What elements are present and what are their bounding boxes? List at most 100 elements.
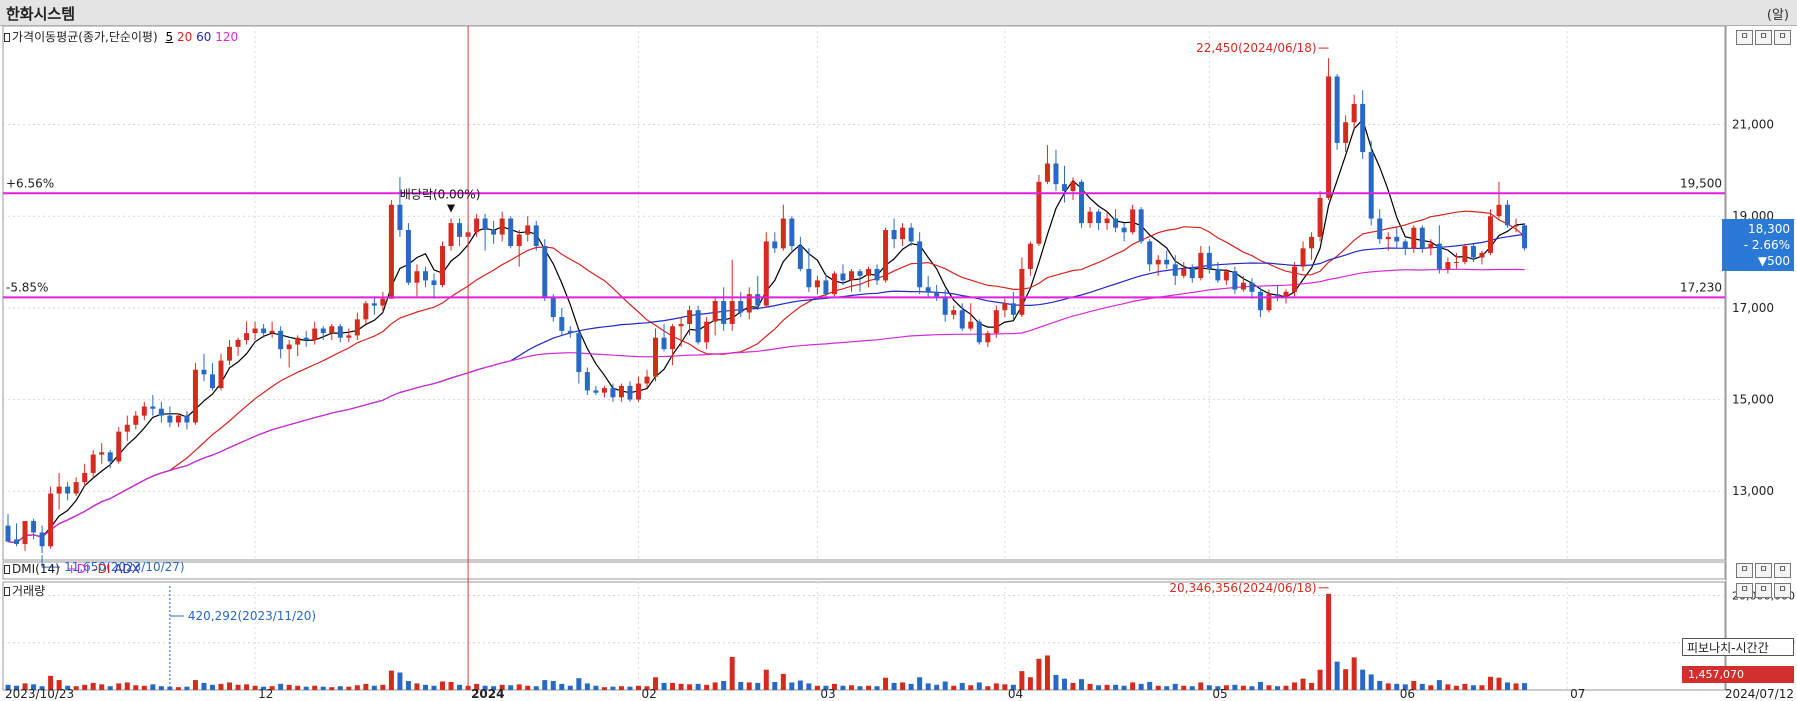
title-bar: 한화시스템 (알) [0, 0, 1797, 26]
volume-bar [48, 675, 54, 690]
candle-body [448, 223, 454, 247]
candle-body [312, 328, 318, 340]
candle-body [1215, 268, 1221, 281]
volume-bar [56, 680, 62, 690]
candle-body [610, 388, 616, 398]
maximize-panel-button[interactable]: ㅁ [1755, 563, 1772, 578]
volume-bar [116, 683, 122, 690]
candle-body [1309, 236, 1315, 249]
candle-body [755, 294, 761, 306]
chart-svg[interactable]: 21,00019,00017,00015,00013,00020,000,000… [0, 26, 1797, 701]
price-panel-frame [2, 26, 1726, 561]
volume-bar [917, 677, 923, 690]
candle-body [1044, 163, 1050, 182]
candle-body [525, 225, 531, 235]
volume-bar [1300, 678, 1306, 690]
volume-bar [209, 684, 215, 690]
candle-body [508, 218, 514, 247]
volume-bar [755, 682, 761, 690]
panel-icon [4, 565, 10, 574]
price-indicator-label: 가격이동평균(종가,단순이평) [12, 30, 158, 44]
volume-bar [337, 686, 343, 690]
volume-bar [107, 686, 113, 690]
candle-body [414, 271, 420, 283]
volume-bar [124, 682, 130, 690]
close-panel-button[interactable]: ㅁ [1774, 563, 1791, 578]
candle-body [90, 454, 96, 473]
candle-body [908, 227, 914, 242]
price-tick-label: 21,000 [1732, 118, 1774, 132]
volume-bar [141, 685, 147, 690]
volume-bar [235, 684, 241, 690]
fibonacci-time-tool[interactable]: 피보나치-시간간 [1682, 638, 1794, 656]
volume-bar [1394, 683, 1400, 690]
volume-bar [866, 685, 872, 690]
volume-bar [167, 686, 173, 690]
volume-bar [371, 685, 377, 690]
volume-bar [1334, 661, 1340, 690]
candle-body [380, 298, 386, 306]
volume-panel-header[interactable]: 거래량 [4, 582, 45, 599]
upper-level-label: 19,500 [1680, 176, 1722, 190]
candle-body [1462, 246, 1468, 263]
ma20-line [7, 210, 1525, 544]
candle-body [201, 369, 207, 375]
candle-body [235, 339, 241, 347]
volume-bar [1172, 683, 1178, 690]
candle-body [227, 346, 233, 361]
volume-bar [320, 686, 326, 690]
volume-bar [1487, 676, 1493, 690]
close-panel-button[interactable]: ㅁ [1774, 30, 1791, 45]
maximize-panel-button[interactable]: ㅁ [1755, 583, 1772, 598]
volume-bar [22, 683, 28, 690]
candle-body [840, 273, 846, 281]
candle-body [1334, 76, 1340, 143]
volume-bar [559, 683, 565, 690]
ma60-label: 60 [196, 30, 212, 44]
candle-body [1036, 181, 1042, 244]
volume-bar [831, 683, 837, 690]
volume-bar [618, 686, 624, 690]
price-panel-buttons: ㅁ ㅁ ㅁ [1736, 30, 1791, 45]
minimize-panel-button[interactable]: ㅁ [1736, 583, 1753, 598]
volume-bar [380, 684, 386, 690]
volume-bar [883, 677, 889, 690]
month-tick-label: 05 [1212, 687, 1227, 701]
candle-body [337, 326, 343, 338]
volume-bar [1257, 681, 1263, 690]
volume-bar [1274, 686, 1280, 690]
volume-bar [5, 684, 11, 690]
volume-bar [1343, 669, 1349, 690]
panel-icon [4, 33, 10, 42]
volume-bar [993, 683, 999, 690]
volume-bar [457, 684, 463, 690]
minimize-panel-button[interactable]: ㅁ [1736, 563, 1753, 578]
candle-body [567, 330, 573, 334]
price-panel-header[interactable]: 가격이동평균(종가,단순이평) 5 20 60 120 [4, 28, 238, 45]
price-tick-label: 13,000 [1732, 484, 1774, 498]
dmi-panel-header[interactable]: DMI(14) +DI -DI ADX [4, 562, 140, 576]
candle-body [295, 337, 301, 345]
volume-bar [687, 684, 693, 690]
volume-bar [1002, 684, 1008, 690]
maximize-panel-button[interactable]: ㅁ [1755, 30, 1772, 45]
candle-body [857, 271, 863, 276]
dividend-annotation: 배당락(0.00%) [400, 188, 481, 202]
candle-body [618, 385, 624, 398]
candle-body [900, 227, 906, 240]
candle-body [670, 326, 676, 350]
candle-body [1138, 209, 1144, 242]
candle-body [1411, 227, 1417, 249]
volume-bar [891, 682, 897, 690]
lower-level-label: 17,230 [1680, 280, 1722, 294]
close-panel-button[interactable]: ㅁ [1774, 583, 1791, 598]
candle-body [951, 310, 957, 315]
minimize-panel-button[interactable]: ㅁ [1736, 30, 1753, 45]
candle-body [65, 486, 71, 494]
volume-bar [661, 682, 667, 690]
candle-body [167, 415, 173, 423]
dmi-label: DMI(14) [12, 562, 60, 576]
volume-bar [175, 687, 181, 690]
candle-body [1232, 271, 1238, 290]
volume-bar [303, 686, 309, 690]
